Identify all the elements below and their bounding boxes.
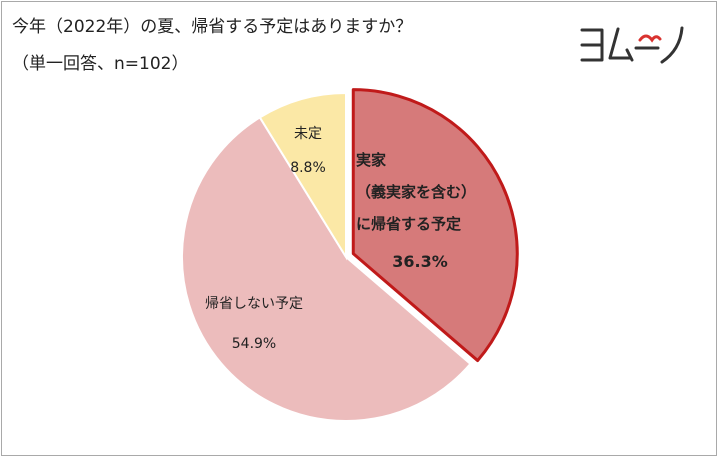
slice-label-line: 実家 bbox=[356, 151, 386, 169]
slice-label-kisei: 実家 （義実家を含む） に帰省する予定 36.3% bbox=[356, 151, 476, 271]
yomuno-logo bbox=[580, 26, 684, 64]
pie-slice-mitei bbox=[258, 91, 347, 261]
slice-label-mitei: 未定 8.8% bbox=[290, 126, 326, 176]
chart-title: 今年（2022年）の夏、帰省する予定はありますか？ bbox=[12, 17, 413, 37]
chart-subtitle: （単一回答、n=102） bbox=[12, 54, 189, 74]
slice-label-shinai: 帰省しない予定 54.9% bbox=[205, 295, 303, 352]
slice-label-line: 未定 bbox=[294, 126, 322, 142]
slice-value-kisei: 36.3% bbox=[392, 252, 448, 271]
slice-label-line: 帰省しない予定 bbox=[205, 295, 303, 312]
pie-slice-shinai bbox=[181, 116, 472, 422]
pie-slice-kisei bbox=[351, 88, 519, 363]
slice-label-line: に帰省する予定 bbox=[356, 215, 461, 233]
slice-value-mitei: 8.8% bbox=[290, 160, 326, 176]
slice-label-line: （義実家を含む） bbox=[356, 183, 476, 201]
slice-value-shinai: 54.9% bbox=[232, 336, 276, 352]
